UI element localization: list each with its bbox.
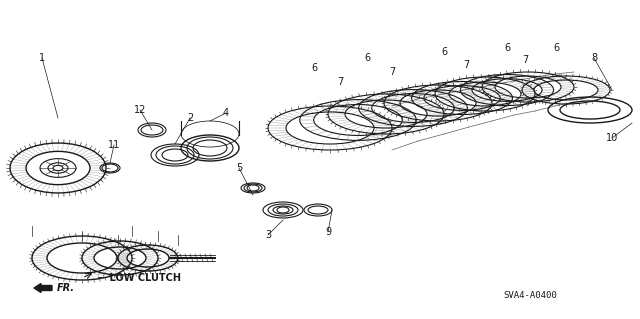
Text: 3: 3 xyxy=(265,230,271,240)
Text: 7: 7 xyxy=(389,67,395,77)
Text: ─  LOW CLUTCH: ─ LOW CLUTCH xyxy=(97,273,181,283)
Text: 12: 12 xyxy=(134,105,146,115)
Text: 4: 4 xyxy=(223,108,229,118)
Text: SVA4-A0400: SVA4-A0400 xyxy=(503,291,557,300)
Text: 11: 11 xyxy=(108,140,120,150)
Text: 7: 7 xyxy=(337,77,343,87)
Text: 6: 6 xyxy=(504,43,510,53)
Text: 6: 6 xyxy=(441,47,447,57)
Text: 6: 6 xyxy=(553,43,559,53)
Text: 8: 8 xyxy=(591,53,597,63)
Text: 1: 1 xyxy=(39,53,45,63)
Text: 2: 2 xyxy=(187,113,193,123)
Text: 5: 5 xyxy=(236,163,242,173)
Text: 9: 9 xyxy=(325,227,331,237)
FancyArrow shape xyxy=(34,284,52,293)
Text: 6: 6 xyxy=(364,53,370,63)
Text: 7: 7 xyxy=(463,60,469,70)
Text: 10: 10 xyxy=(606,133,618,143)
Text: 6: 6 xyxy=(311,63,317,73)
Text: FR.: FR. xyxy=(57,283,75,293)
Text: 7: 7 xyxy=(522,55,528,65)
